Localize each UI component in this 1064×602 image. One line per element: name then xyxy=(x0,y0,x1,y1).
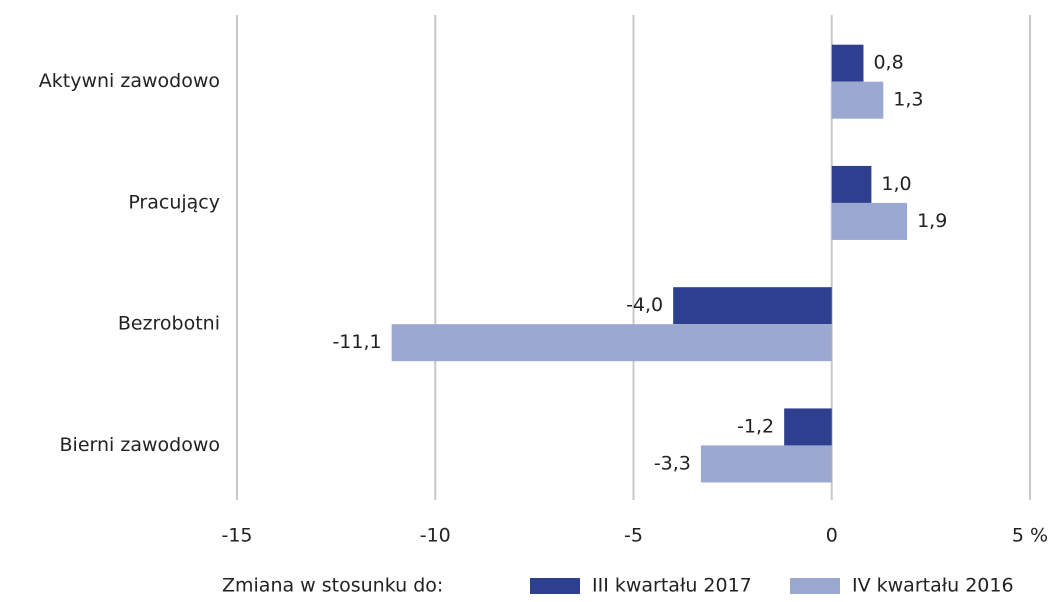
bar xyxy=(831,81,884,119)
legend-title: Zmiana w stosunku do: xyxy=(222,575,443,597)
data-label: 1,9 xyxy=(917,210,947,232)
legend-label: IV kwartału 2016 xyxy=(852,575,1014,597)
bar xyxy=(831,165,872,203)
data-label: -3,3 xyxy=(654,452,691,474)
x-tick-label: -10 xyxy=(420,525,451,547)
data-label: 0,8 xyxy=(873,52,903,74)
category-label: Aktywni zawodowo xyxy=(39,70,220,92)
category-label: Pracujący xyxy=(128,191,220,213)
bar xyxy=(391,324,832,362)
x-tick-label: 0 xyxy=(826,525,838,547)
data-label: -1,2 xyxy=(737,415,774,437)
category-label: Bierni zawodowo xyxy=(60,434,220,456)
x-tick-label: -15 xyxy=(221,525,252,547)
data-label: 1,0 xyxy=(881,173,911,195)
legend-swatch xyxy=(530,578,580,594)
legend-label: III kwartału 2017 xyxy=(592,575,752,597)
data-label: -4,0 xyxy=(626,294,663,316)
x-tick-label: -5 xyxy=(624,525,643,547)
bar xyxy=(700,445,832,483)
bar xyxy=(831,44,864,82)
legend-swatch xyxy=(790,578,840,594)
x-tick-label: 5 % xyxy=(1012,525,1048,547)
bar xyxy=(831,202,908,240)
bar xyxy=(673,287,832,325)
data-label: -11,1 xyxy=(332,331,381,353)
category-label: Bezrobotni xyxy=(118,313,220,335)
bar xyxy=(784,408,832,446)
data-label: 1,3 xyxy=(893,89,923,111)
